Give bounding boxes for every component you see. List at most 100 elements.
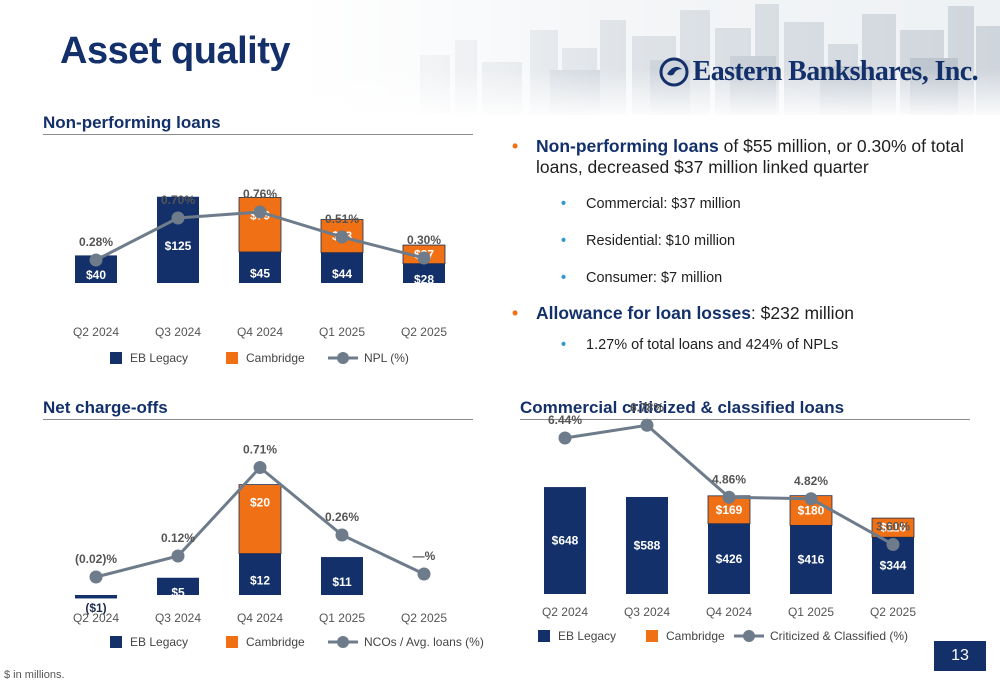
legend-swatch-eb-legacy [110, 636, 122, 648]
bar-value-label: ($1) [85, 601, 106, 615]
x-tick-label: Q2 2024 [542, 605, 588, 619]
bar-cambridge [789, 495, 833, 526]
legend-marker [743, 630, 755, 642]
legend-label: EB Legacy [558, 629, 616, 643]
bar-eb-legacy [321, 252, 363, 283]
line-value-label: 6.44% [548, 413, 582, 427]
bar-value-label: $169 [716, 503, 743, 517]
chart-legend: EB Legacy Cambridge NPL (%) [110, 351, 409, 365]
line-marker [253, 461, 267, 474]
line-marker [804, 492, 818, 506]
x-tick-label: Q1 2025 [319, 611, 365, 625]
sub-bullet-text: 1.27% of total loans and 424% of NPLs [586, 337, 839, 353]
x-tick-label: Q3 2024 [155, 325, 201, 339]
x-tick-label: Q2 2025 [401, 325, 447, 339]
bar-eb-legacy [157, 196, 199, 283]
bullet-text: : $232 million [750, 303, 855, 323]
bar-eb-legacy [544, 487, 586, 594]
bar-eb-legacy [708, 523, 750, 594]
legend-label: NPL (%) [364, 351, 409, 365]
bar-value-label: $20 [250, 496, 270, 510]
line-marker [417, 567, 431, 581]
legend-swatch-cambridge [226, 636, 238, 648]
x-tick-label: Q4 2024 [237, 325, 283, 339]
bar-eb-legacy [239, 251, 281, 283]
sub-bullet: • Residential: $10 million [510, 232, 980, 250]
x-tick-label: Q3 2024 [624, 605, 670, 619]
bar-value-label: $648 [552, 534, 579, 548]
bar-value-label: $426 [716, 552, 743, 566]
legend-swatch-eb-legacy [110, 352, 122, 364]
bullet-lead: Allowance for loan losses [536, 303, 751, 323]
legend-label: Criticized & Classified (%) [770, 629, 908, 643]
legend-label: Cambridge [666, 629, 725, 643]
legend-marker [337, 636, 349, 648]
bar-eb-legacy [321, 557, 363, 595]
line-marker [640, 418, 654, 432]
line-value-label: 4.82% [794, 474, 828, 488]
line-value-label: —% [413, 549, 436, 563]
bar-value-label: $44 [332, 267, 352, 281]
line-marker [417, 251, 431, 265]
x-tick-label: Q1 2025 [788, 605, 834, 619]
line-marker [89, 253, 103, 267]
bullet-dot-icon: • [512, 303, 519, 323]
page-number: 13 [934, 641, 986, 671]
line-value-label: (0.02)% [75, 552, 117, 566]
sub-bullet-text: Commercial: $37 million [586, 196, 741, 212]
chart-canvas: $648 Q2 2024 $588 Q3 2024 $426 $169 Q4 2024 $41… [538, 400, 916, 643]
bar-cambridge [871, 517, 915, 538]
bar-eb-legacy [403, 263, 445, 283]
line-marker [171, 211, 185, 225]
line-marker [171, 549, 185, 563]
x-tick-label: Q4 2024 [706, 605, 752, 619]
line-value-label: 4.86% [712, 472, 746, 486]
line-marker [558, 431, 572, 445]
line-value-label: 0.12% [161, 531, 195, 545]
sub-bullet-text: Consumer: $7 million [586, 270, 723, 286]
bullet-dot-icon: • [561, 337, 567, 353]
bar-cambridge [238, 484, 282, 554]
bullet-text: of $55 million, or 0.30% of total loans,… [536, 136, 964, 177]
line-value-label: 6.78% [630, 400, 664, 414]
bar-value-label: $45 [250, 266, 270, 280]
line-value-label: 0.71% [243, 443, 277, 457]
line-marker [886, 538, 900, 551]
criticized-classified-chart: $648 Q2 2024 $588 Q3 2024 $426 $169 Q4 2024 $41… [510, 400, 970, 660]
line-value-label: 0.30% [407, 233, 441, 247]
bullet-dot-icon: • [512, 136, 519, 156]
chart-canvas: ($1)Q2 2024 $5 Q3 2024 $12 $20 Q4 2024 $11 Q1 2… [73, 443, 484, 650]
bar-value-label: $40 [86, 268, 106, 282]
bar-value-label: $11 [332, 575, 352, 589]
bullet-allowance: • Allowance for loan losses: $232 millio… [510, 303, 980, 324]
bar-value-label: $5 [171, 585, 185, 599]
section-title-npl: Non-performing loans [43, 113, 221, 132]
company-logo: Eastern Bankshares, Inc. [659, 56, 979, 88]
bar-value-label: $344 [880, 559, 907, 573]
bar-eb-legacy [157, 577, 199, 595]
brand-name: Eastern Bankshares, Inc. [692, 56, 979, 87]
sub-bullet-text: Residential: $10 million [586, 233, 736, 249]
x-tick-label: Q2 2024 [73, 611, 119, 625]
x-tick-label: Q3 2024 [155, 611, 201, 625]
bar-value-label: $180 [798, 504, 825, 518]
page-title: Asset quality [60, 30, 291, 72]
sub-bullet: • Consumer: $7 million [510, 269, 980, 287]
bar-value-label: $416 [798, 553, 825, 567]
x-tick-label: Q4 2024 [237, 611, 283, 625]
bullet-npl: • Non-performing loans of $55 million, o… [510, 136, 980, 178]
line-value-label: 0.76% [243, 187, 277, 201]
bar-value-label: $125 [165, 239, 192, 253]
legend-label: Cambridge [246, 635, 305, 649]
bar-value-label: $116 [880, 521, 906, 535]
bar-value-label: $28 [414, 272, 434, 286]
bullet-lead: Non-performing loans [536, 136, 719, 156]
bar-value-label: $588 [634, 538, 661, 552]
line-marker [335, 230, 349, 244]
header-skyline-image [300, 0, 1000, 115]
line-marker [335, 528, 349, 542]
line-value-label: 3.60% [876, 520, 910, 534]
legend-label: Cambridge [246, 351, 305, 365]
